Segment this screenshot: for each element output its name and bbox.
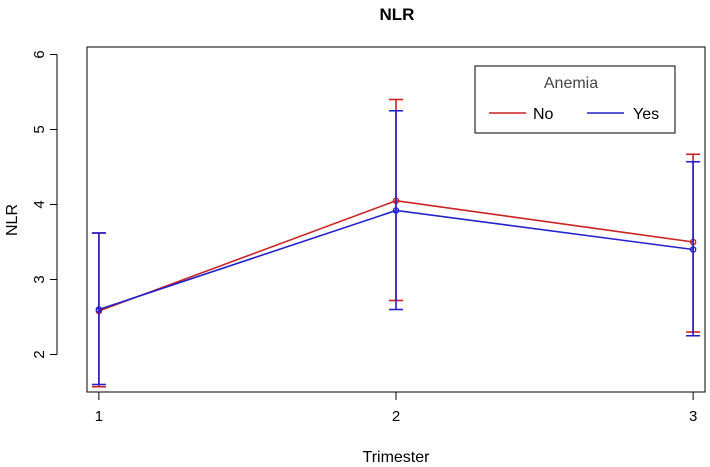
x-tick-label: 3 <box>689 408 697 425</box>
y-axis: 2 3 4 5 6 <box>31 50 58 359</box>
legend-label: No <box>533 106 554 123</box>
chart-title: NLR <box>380 5 415 24</box>
data-point <box>392 207 400 214</box>
legend: Anemia No Yes <box>474 65 676 134</box>
legend-items: No Yes <box>489 106 659 123</box>
series-layer <box>91 98 701 388</box>
y-tick-label: 5 <box>31 125 48 133</box>
legend-title: Anemia <box>544 75 598 92</box>
x-tick-label: 2 <box>392 408 400 425</box>
x-axis-title: Trimester <box>363 449 431 466</box>
x-tick-label: 1 <box>95 408 103 425</box>
y-tick-label: 3 <box>31 275 48 283</box>
legend-label: Yes <box>633 106 659 123</box>
y-tick-label: 4 <box>31 200 48 208</box>
data-point <box>689 246 697 253</box>
x-axis: 1 2 3 <box>95 391 697 425</box>
y-tick-label: 6 <box>31 50 48 58</box>
series-yes <box>91 109 701 386</box>
data-point <box>95 306 103 313</box>
legend-box <box>474 65 676 134</box>
y-axis-title: NLR <box>4 204 21 236</box>
y-tick-label: 2 <box>31 350 48 358</box>
